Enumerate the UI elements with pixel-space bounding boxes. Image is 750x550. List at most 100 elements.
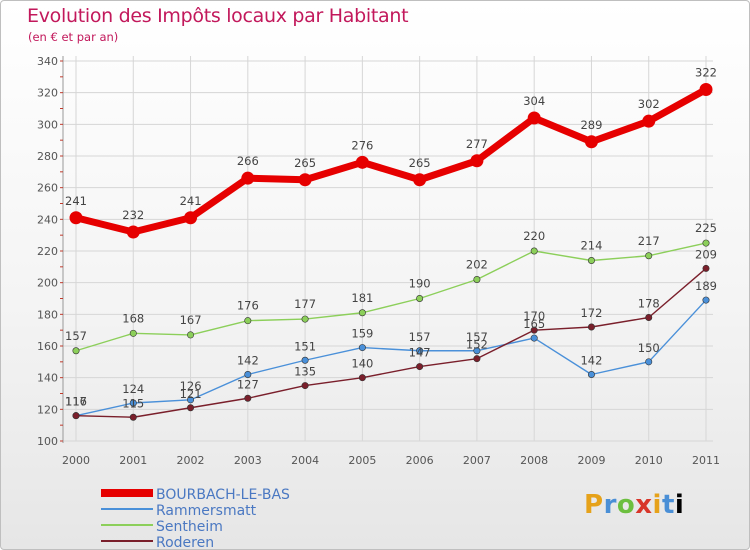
data-point: [416, 347, 424, 355]
data-point: [301, 315, 309, 323]
legend-label: Rammersmatt: [156, 503, 257, 519]
data-point: [72, 412, 80, 420]
y-tick-label: 320: [37, 87, 58, 100]
y-tick-label: 260: [37, 182, 58, 195]
data-point: [358, 344, 366, 352]
data-label: 304: [523, 94, 545, 108]
data-label: 190: [409, 277, 431, 291]
data-point: [244, 370, 252, 378]
logo-letter: i: [652, 490, 662, 520]
data-point: [69, 211, 83, 225]
logo-letter: r: [603, 490, 617, 520]
data-label: 241: [180, 194, 202, 208]
series-line-sentheim: [75, 242, 707, 352]
data-label: 121: [180, 387, 202, 401]
logo-letter: o: [616, 490, 636, 520]
data-point: [413, 173, 427, 187]
data-point: [244, 317, 252, 325]
series-line-rammersmatt: [75, 299, 707, 417]
y-tick-label: 180: [37, 308, 58, 321]
y-tick-label: 340: [37, 55, 58, 68]
data-label: 167: [180, 313, 202, 327]
data-point: [301, 356, 309, 364]
data-point: [416, 294, 424, 302]
data-point: [702, 239, 710, 247]
x-tick-label: 2011: [692, 454, 720, 467]
data-label: 217: [638, 234, 660, 248]
data-label: 232: [122, 208, 144, 222]
x-tick-label: 2008: [520, 454, 548, 467]
data-label: 157: [65, 329, 87, 343]
x-tick-label: 2003: [234, 454, 262, 467]
data-label: 265: [294, 156, 316, 170]
data-label: 150: [638, 341, 660, 355]
data-label: 147: [409, 346, 431, 360]
data-point: [184, 211, 198, 225]
data-label: 152: [466, 338, 488, 352]
data-label: 189: [695, 279, 717, 293]
data-label: 289: [580, 118, 602, 132]
logo-letter: t: [661, 490, 675, 520]
data-point: [187, 331, 195, 339]
data-point: [702, 296, 710, 304]
data-point: [587, 256, 595, 264]
data-label: 140: [351, 357, 373, 371]
data-label: 178: [638, 297, 660, 311]
legend-label: BOURBACH-LE-BAS: [156, 487, 290, 503]
data-label: 142: [580, 354, 602, 368]
data-label: 165: [523, 317, 545, 331]
data-point: [355, 155, 369, 169]
data-point: [473, 355, 481, 363]
data-label: 202: [466, 258, 488, 272]
data-label: 157: [409, 330, 431, 344]
data-label: 117: [65, 395, 87, 409]
data-label: 170: [523, 309, 545, 323]
x-tick-label: 2000: [62, 454, 90, 467]
data-label: 126: [180, 379, 202, 393]
data-point: [187, 396, 195, 404]
data-point: [473, 275, 481, 283]
data-point: [530, 247, 538, 255]
data-point: [241, 171, 255, 185]
x-tick-label: 2010: [635, 454, 663, 467]
data-label: 209: [695, 247, 717, 261]
data-point: [587, 323, 595, 331]
x-tick-label: 2001: [119, 454, 147, 467]
data-point: [72, 347, 80, 355]
data-point: [527, 111, 541, 125]
data-label: 322: [695, 66, 717, 80]
data-label: 151: [294, 339, 316, 353]
y-tick-label: 280: [37, 150, 58, 163]
data-point: [416, 363, 424, 371]
y-tick-label: 200: [37, 277, 58, 290]
data-point: [473, 347, 481, 355]
chart-subtitle: (en € et par an): [28, 30, 119, 44]
data-point: [126, 225, 140, 239]
logo-letter: x: [635, 490, 653, 520]
data-label: 157: [466, 330, 488, 344]
data-point: [530, 326, 538, 334]
data-label: 116: [65, 395, 87, 409]
data-point: [645, 358, 653, 366]
data-point: [187, 404, 195, 412]
data-label: 266: [237, 154, 259, 168]
data-point: [358, 309, 366, 317]
data-point: [699, 83, 713, 96]
x-tick-label: 2007: [463, 454, 491, 467]
data-label: 177: [294, 297, 316, 311]
data-label: 176: [237, 299, 259, 313]
data-label: 214: [580, 239, 602, 253]
data-point: [244, 394, 252, 402]
data-label: 220: [523, 229, 545, 243]
series-line-roderen: [75, 267, 707, 418]
x-tick-label: 2004: [291, 454, 319, 467]
data-label: 225: [695, 221, 717, 235]
x-tick-label: 2009: [577, 454, 605, 467]
data-label: 115: [122, 396, 144, 410]
legend-label: Sentheim: [156, 519, 223, 535]
x-tick-label: 2005: [348, 454, 376, 467]
y-tick-label: 160: [37, 340, 58, 353]
legend-label: Roderen: [156, 535, 214, 549]
series-line-bourbach-le-bas: [75, 86, 708, 236]
